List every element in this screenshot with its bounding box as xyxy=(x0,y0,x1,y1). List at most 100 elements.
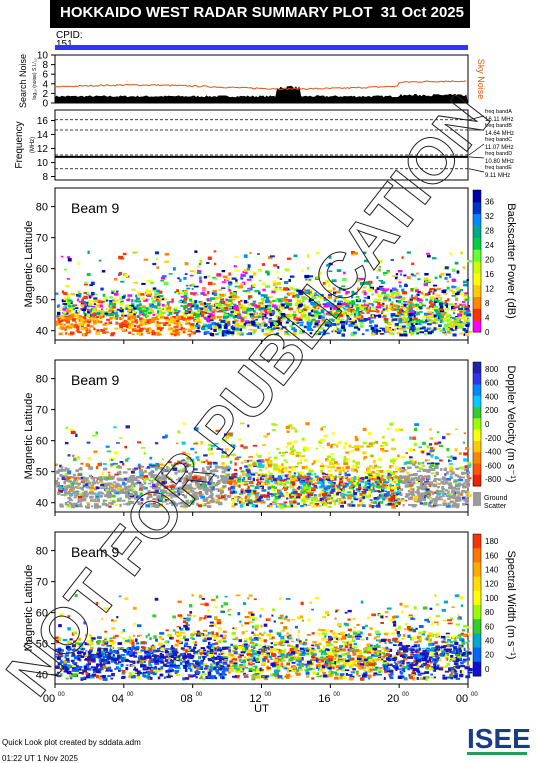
scatter-cell xyxy=(66,321,70,324)
scatter-cell xyxy=(114,328,118,330)
scatter-cell xyxy=(63,311,67,314)
scatter-cell xyxy=(359,322,363,324)
scatter-cell xyxy=(368,432,371,435)
scatter-cell xyxy=(156,258,158,260)
scatter-cell xyxy=(383,290,387,292)
scatter-cell xyxy=(175,307,179,309)
scatter-cell xyxy=(311,498,314,500)
scatter-cell xyxy=(137,332,141,335)
scatter-cell xyxy=(429,443,432,446)
colorbar-swatch xyxy=(473,237,481,249)
scatter-cell xyxy=(224,498,228,500)
scatter-cell xyxy=(261,501,266,504)
scatter-cell xyxy=(98,477,102,480)
scatter-cell xyxy=(391,448,396,451)
colorbar-tick-label: 24 xyxy=(485,241,494,250)
scatter-cell xyxy=(100,484,104,487)
scatter-cell xyxy=(465,497,468,499)
scatter-cell xyxy=(421,451,424,454)
scatter-cell xyxy=(87,321,91,323)
scatter-cell xyxy=(182,290,184,292)
scatter-cell xyxy=(225,299,228,301)
scatter-cell xyxy=(451,491,455,493)
scatter-cell xyxy=(90,499,94,502)
freq-unit: (MHz) xyxy=(30,137,36,153)
scatter-cell xyxy=(353,460,355,463)
scatter-cell xyxy=(428,503,431,506)
scatter-cell xyxy=(399,309,402,312)
scatter-label: Scatter xyxy=(484,503,507,510)
scatter-cell xyxy=(397,279,401,281)
scatter-cell xyxy=(121,329,126,331)
scatter-cell xyxy=(329,462,333,465)
scatter-cell xyxy=(451,286,454,289)
scatter-cell xyxy=(131,471,135,474)
scatter-cell xyxy=(262,305,265,307)
scatter-cell xyxy=(408,498,413,500)
scatter-cell xyxy=(256,479,259,481)
scatter-cell xyxy=(70,429,74,431)
scatter-cell xyxy=(160,328,162,331)
scatter-cell xyxy=(424,273,428,276)
scatter-cell xyxy=(68,480,71,482)
scatter-cell xyxy=(153,314,155,316)
scatter-cell xyxy=(208,257,212,260)
scatter-cell xyxy=(169,312,173,315)
scatter-cell xyxy=(331,497,333,499)
scatter-cell xyxy=(74,478,77,480)
lat-ytick-label: 40 xyxy=(36,498,48,510)
scatter-cell xyxy=(271,480,273,482)
scatter-cell xyxy=(267,433,270,435)
scatter-cell xyxy=(309,502,313,504)
scatter-cell xyxy=(240,300,243,302)
scatter-cell xyxy=(322,426,326,428)
scatter-cell xyxy=(420,496,425,499)
scatter-cell xyxy=(84,313,86,316)
scatter-cell xyxy=(111,485,114,487)
scatter-cell xyxy=(331,444,333,447)
scatter-cell xyxy=(417,278,420,280)
scatter-cell xyxy=(188,311,191,313)
scatter-cell xyxy=(407,495,409,498)
scatter-cell xyxy=(218,325,221,328)
scatter-cell xyxy=(160,316,164,318)
scatter-cell xyxy=(445,481,448,484)
scatter-cell xyxy=(67,297,70,299)
scatter-cell xyxy=(337,490,341,492)
scatter-cell xyxy=(89,496,94,499)
scatter-cell xyxy=(140,466,144,468)
scatter-cell xyxy=(94,303,96,305)
scatter-cell xyxy=(162,299,164,301)
scatter-cell xyxy=(261,283,265,286)
scatter-cell xyxy=(412,437,416,440)
scatter-cell xyxy=(210,316,215,319)
scatter-cell xyxy=(87,442,91,444)
scatter-cell xyxy=(249,276,253,279)
scatter-cell xyxy=(365,329,369,331)
scatter-cell xyxy=(340,483,345,486)
scatter-cell xyxy=(262,489,267,492)
scatter-cell xyxy=(242,307,247,309)
scatter-cell xyxy=(108,491,110,494)
scatter-cell xyxy=(296,455,300,457)
scatter-cell xyxy=(196,330,199,332)
scatter-cell xyxy=(77,456,79,459)
scatter-cell xyxy=(382,499,385,501)
scatter-cell xyxy=(406,305,408,308)
scatter-cell xyxy=(425,299,428,301)
scatter-cell xyxy=(439,445,443,447)
scatter-cell xyxy=(463,452,468,455)
scatter-cell xyxy=(292,483,295,486)
scatter-cell xyxy=(106,308,108,310)
scatter-cell xyxy=(447,287,450,290)
scatter-cell xyxy=(224,313,228,316)
scatter-cell xyxy=(282,466,285,468)
scatter-cell xyxy=(266,498,270,500)
scatter-cell xyxy=(151,298,153,300)
scatter-cell xyxy=(433,285,437,287)
scatter-cell xyxy=(468,319,470,322)
scatter-cell xyxy=(354,445,359,448)
scatter-cell xyxy=(414,295,418,298)
scatter-cell xyxy=(424,283,428,286)
scatter-cell xyxy=(446,478,450,480)
